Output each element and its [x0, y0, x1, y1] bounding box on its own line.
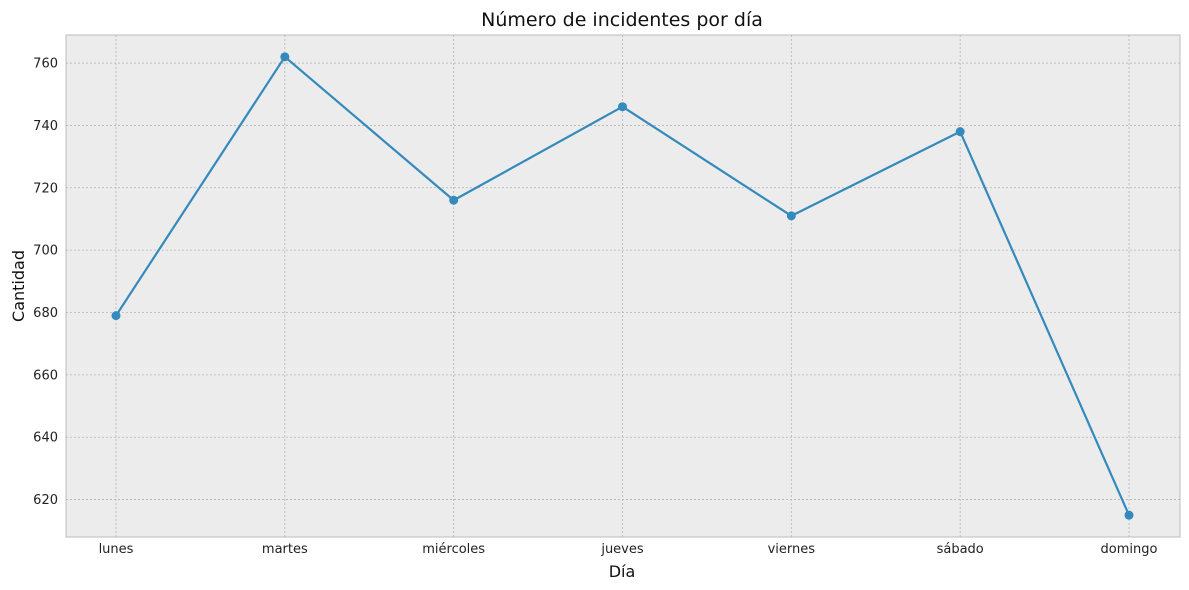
- y-tick-label: 680: [33, 306, 58, 321]
- x-tick-label: martes: [262, 542, 308, 557]
- plot-area: [65, 34, 1181, 538]
- y-tick-label: 660: [33, 368, 58, 383]
- x-tick-label: miércoles: [422, 542, 485, 557]
- x-tick-label: lunes: [99, 542, 134, 557]
- data-point: [280, 52, 290, 62]
- y-tick-label: 700: [33, 244, 58, 259]
- data-point: [1124, 510, 1134, 520]
- data-point: [955, 127, 965, 137]
- x-tick-label: jueves: [600, 542, 644, 557]
- y-axis-title: Cantidad: [9, 250, 28, 322]
- grid-lines: [66, 35, 1180, 537]
- data-series: [111, 52, 1134, 520]
- data-point: [786, 211, 796, 221]
- x-axis-ticks: lunes martes miércoles jueves viernes sábado d…: [99, 542, 1158, 557]
- chart-title: Número de incidentes por día: [481, 9, 763, 31]
- x-tick-label: domingo: [1101, 542, 1158, 557]
- y-axis-ticks: 620 640 660 680 700 720 740 760: [33, 57, 58, 509]
- data-point: [449, 195, 459, 205]
- x-axis-title: Día: [609, 562, 636, 581]
- y-tick-label: 740: [33, 119, 58, 134]
- y-tick-label: 760: [33, 57, 58, 72]
- x-tick-label: viernes: [768, 542, 816, 557]
- y-tick-label: 720: [33, 181, 58, 196]
- y-tick-label: 620: [33, 493, 58, 508]
- x-tick-label: sábado: [937, 542, 984, 557]
- data-point: [618, 102, 627, 112]
- y-tick-label: 640: [33, 431, 58, 446]
- data-point: [111, 311, 121, 321]
